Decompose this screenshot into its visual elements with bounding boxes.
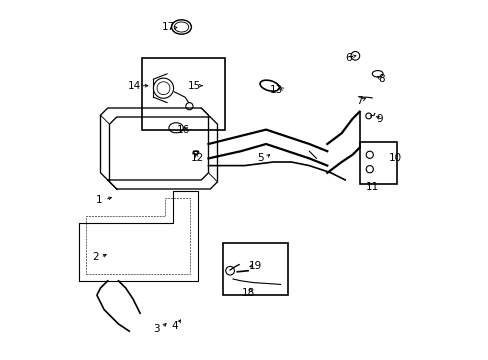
Text: 5: 5 xyxy=(257,153,264,163)
Bar xyxy=(223,243,287,295)
Text: 10: 10 xyxy=(388,153,402,163)
Text: 6: 6 xyxy=(345,53,351,63)
Text: 11: 11 xyxy=(365,182,378,192)
Text: 9: 9 xyxy=(375,114,382,124)
Text: 17: 17 xyxy=(162,22,175,32)
Text: 15: 15 xyxy=(187,81,200,91)
Text: 16: 16 xyxy=(176,125,189,135)
Text: 18: 18 xyxy=(241,288,254,298)
Bar xyxy=(359,142,397,184)
Text: 8: 8 xyxy=(377,74,384,84)
Text: 2: 2 xyxy=(92,252,98,262)
Text: 3: 3 xyxy=(153,324,159,334)
Text: 14: 14 xyxy=(128,81,141,91)
Text: 4: 4 xyxy=(171,321,177,331)
Text: 1: 1 xyxy=(95,195,102,205)
Text: 12: 12 xyxy=(191,153,204,163)
Bar xyxy=(142,58,224,130)
Text: 7: 7 xyxy=(356,96,362,106)
Text: 13: 13 xyxy=(270,85,283,95)
Text: 19: 19 xyxy=(248,261,262,271)
